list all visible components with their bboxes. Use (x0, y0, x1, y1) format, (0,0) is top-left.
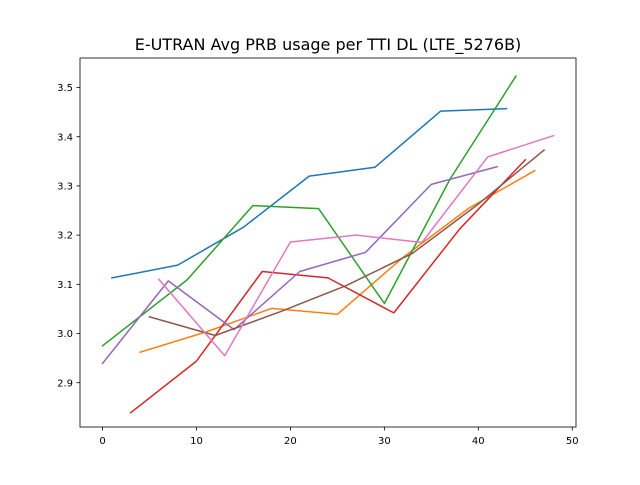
y-tick-label: 3.2 (57, 231, 73, 242)
chart-title: E-UTRAN Avg PRB usage per TTI DL (LTE_52… (135, 35, 522, 55)
x-tick-label: 30 (378, 436, 391, 447)
series-line-1 (111, 107, 508, 279)
y-tick-label: 3.3 (57, 182, 73, 193)
series-line-6 (148, 148, 546, 337)
y-tick-label: 3.4 (57, 132, 73, 143)
plot-area-frame (79, 57, 577, 428)
x-tick-label: 20 (284, 436, 297, 447)
series-layer (101, 75, 555, 414)
series-line-4 (129, 158, 527, 414)
y-tick-label: 2.9 (57, 378, 73, 389)
x-tick-label: 50 (566, 436, 579, 447)
series-line-5 (101, 165, 499, 365)
y-tick-label: 3.5 (57, 83, 73, 94)
series-line-7 (157, 134, 555, 357)
axes-layer: 0 10 20 30 40 50 2.9 3.0 3.1 3.2 3.3 3.4 3.5 (57, 57, 579, 447)
series-line-2 (139, 169, 536, 354)
x-tick-label: 0 (99, 436, 105, 447)
x-tick-label: 40 (472, 436, 485, 447)
y-tick-label: 3.0 (57, 329, 73, 340)
x-tick-label: 10 (190, 436, 203, 447)
y-tick-label: 3.1 (57, 280, 73, 291)
